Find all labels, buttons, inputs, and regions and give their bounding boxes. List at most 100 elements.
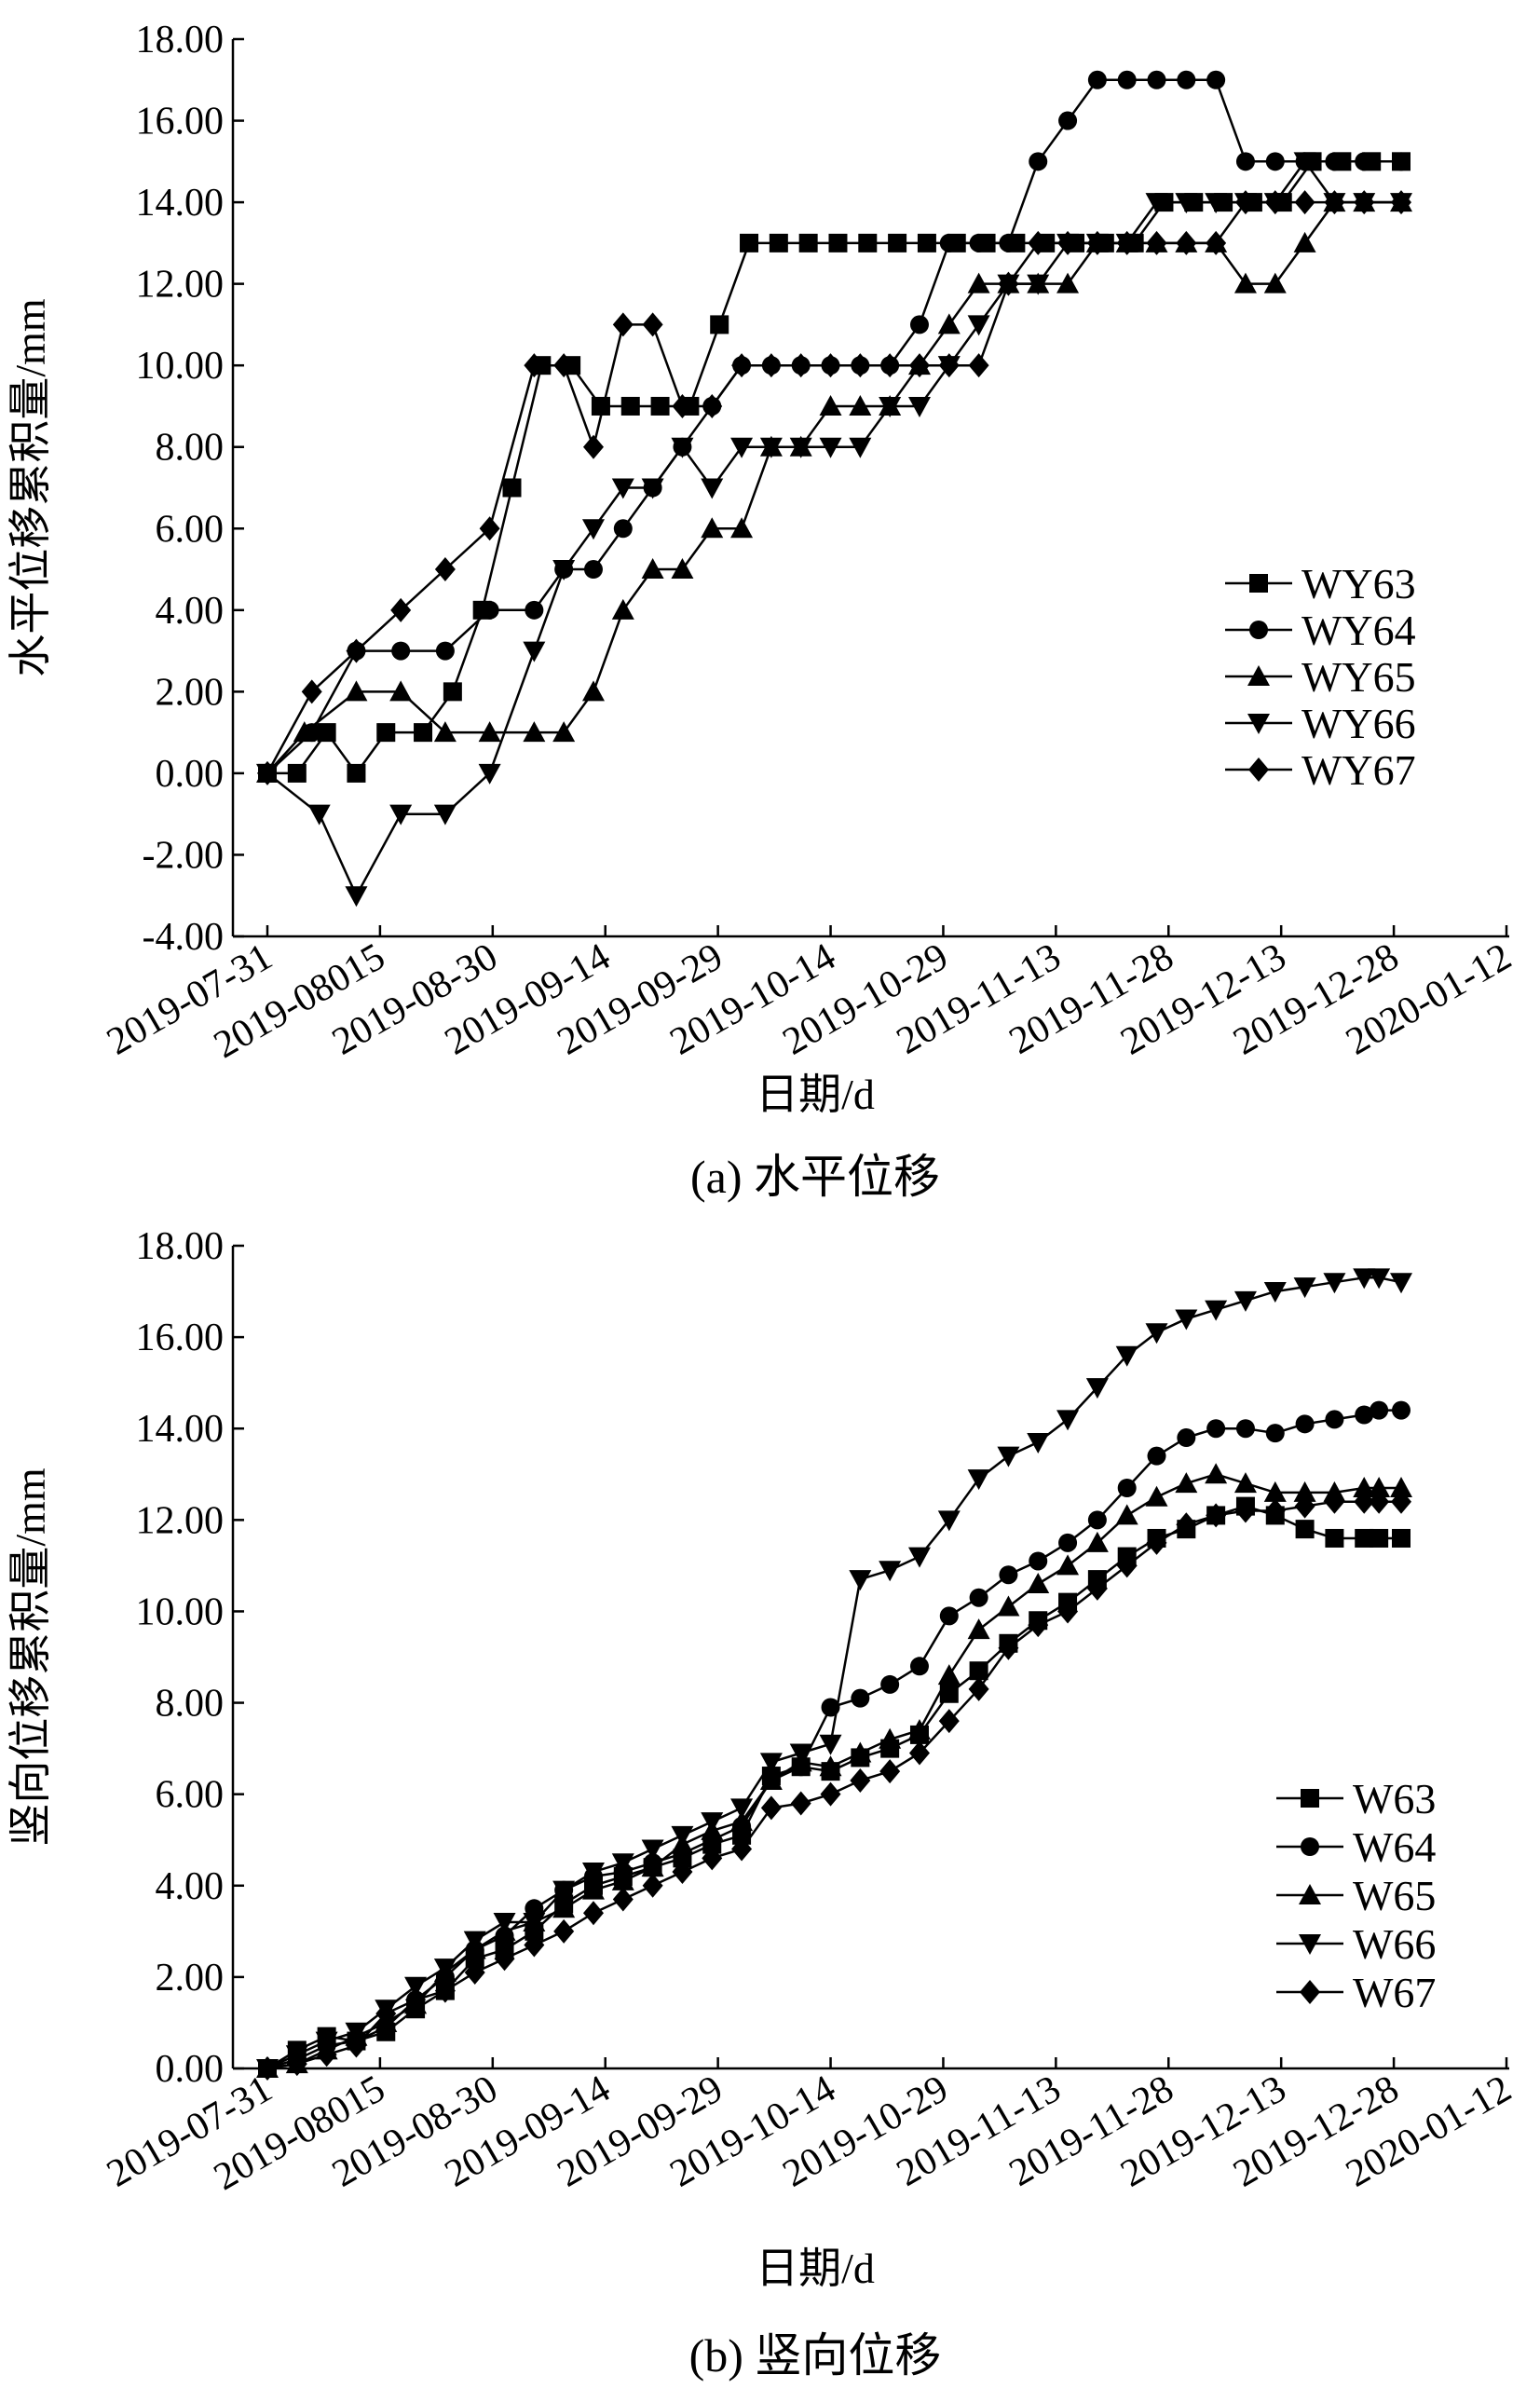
data-point [1175,1309,1198,1331]
legend-marker [1248,757,1269,782]
data-point [849,1741,872,1763]
data-point [391,641,411,661]
data-point [907,1547,931,1568]
data-point [581,1878,605,1900]
data-point [1027,1432,1050,1453]
data-point [552,1880,576,1902]
data-point [1354,190,1375,215]
data-point [502,478,522,498]
data-point [347,763,366,783]
series-line [266,78,1401,774]
data-point [1058,111,1078,130]
data-point [389,680,413,702]
series-line [266,1505,1401,2070]
data-point [969,1661,988,1681]
data-point [672,393,693,418]
data-point [1233,272,1257,293]
data-point [405,1987,427,2013]
data-point [1145,1485,1168,1507]
series-line [266,160,1401,897]
data-point [858,233,878,252]
data-point [1369,1489,1390,1514]
chart-panel-a: -4.00 -2.00 0.00 2.00 4.00 6.00 8.00 10.00 12.00… [7,19,1519,1203]
data-point [798,233,818,252]
data-point [1264,1498,1286,1523]
data-point [849,1570,872,1591]
legend-marker [1300,1980,1320,2004]
data-point [480,600,499,620]
data-point [740,233,759,252]
legend-entry: W64 [1276,1823,1436,1871]
data-point [702,1846,723,1871]
y-tick-label: 4.00 [156,590,225,633]
data-point [790,353,811,378]
data-point [967,272,990,293]
data-point [1265,152,1285,171]
data-point [701,1812,724,1834]
data-point [1325,1528,1344,1548]
legend-marker [1247,714,1270,734]
y-tick-label: 14.00 [136,182,225,225]
data-point [1027,1573,1050,1594]
data-point [1233,1290,1257,1312]
data-point [1028,230,1049,255]
data-point [1116,1553,1138,1578]
y-axis-title: 水平位移累积量/mm [7,298,54,677]
data-point [1145,193,1168,214]
data-point [879,1727,902,1749]
legend-label: W66 [1353,1920,1436,1968]
data-point [1391,190,1411,215]
y-tick-label: 6.00 [156,1774,225,1817]
data-point [552,560,576,581]
data-point [1147,1446,1166,1466]
data-point [1293,231,1316,252]
data-point [999,1565,1018,1585]
data-point [523,1913,546,1934]
data-point [1115,1504,1138,1525]
y-tick-label: -4.00 [143,916,225,959]
data-point [315,2031,338,2053]
series-line [266,1500,1401,2070]
data-point [552,721,576,743]
x-axis-title: 日期/d [756,2245,875,2292]
data-point [1353,1476,1376,1497]
data-point [819,1734,842,1755]
data-point [463,1931,486,1952]
data-point [1234,190,1256,215]
data-point [759,1768,783,1790]
data-point [731,1836,753,1862]
data-point [1234,1498,1256,1523]
data-point [1205,193,1228,214]
data-point [301,679,322,704]
data-point [850,353,871,378]
data-point [1176,1512,1197,1537]
data-point [907,396,931,417]
data-point [1264,190,1286,215]
legend-marker [1249,574,1268,593]
series-line [267,160,1401,775]
data-point [345,886,368,908]
data-point [1294,1494,1315,1519]
data-point [346,2033,367,2058]
data-point [820,1781,841,1807]
data-point [464,1959,485,1985]
data-point [1116,230,1138,255]
data-point [701,517,724,539]
data-point [582,1901,604,1926]
data-point [730,437,754,458]
data-point [909,1657,929,1676]
data-point [671,558,694,580]
data-point [879,1561,902,1582]
legend-marker [1299,1934,1321,1955]
data-point [1355,1405,1374,1425]
data-point [524,353,545,378]
legend-marker [1301,1789,1319,1808]
data-point [937,1664,961,1685]
data-point [731,353,753,378]
legend-entry: W65 [1276,1872,1436,1919]
legend-label: WY67 [1302,746,1416,794]
data-point [1323,1273,1346,1294]
data-point [434,1978,456,2003]
data-point [1087,1510,1107,1530]
